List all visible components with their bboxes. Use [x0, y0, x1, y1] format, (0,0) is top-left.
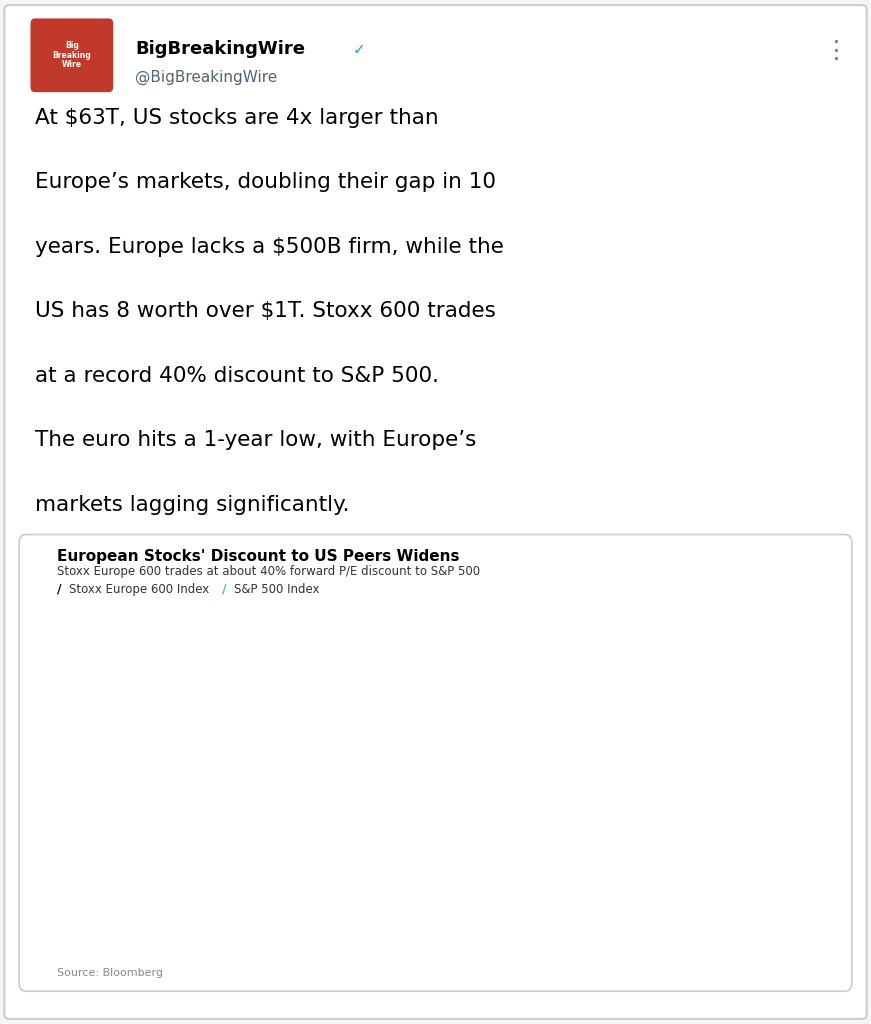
Text: at a record 40% discount to S&P 500.: at a record 40% discount to S&P 500. — [35, 366, 439, 386]
Text: At $63T, US stocks are 4x larger than: At $63T, US stocks are 4x larger than — [35, 108, 438, 128]
Text: Stoxx Europe 600 Index: Stoxx Europe 600 Index — [69, 583, 209, 596]
Text: /: / — [222, 583, 226, 596]
Text: US has 8 worth over $1T. Stoxx 600 trades: US has 8 worth over $1T. Stoxx 600 trade… — [35, 301, 496, 322]
Text: S&P 500 Index: S&P 500 Index — [234, 583, 320, 596]
Text: markets lagging significantly.: markets lagging significantly. — [35, 495, 349, 515]
Text: Europe’s markets, doubling their gap in 10: Europe’s markets, doubling their gap in … — [35, 172, 496, 193]
Text: /: / — [57, 583, 61, 596]
Text: ⋮: ⋮ — [824, 39, 848, 63]
Text: The euro hits a 1-year low, with Europe’s: The euro hits a 1-year low, with Europe’… — [35, 430, 476, 451]
Text: Europe average: Europe average — [75, 799, 158, 809]
Text: Stoxx Europe 600 trades at about 40% forward P/E discount to S&P 500: Stoxx Europe 600 trades at about 40% for… — [57, 565, 480, 579]
Text: Source: Bloomberg: Source: Bloomberg — [57, 968, 163, 978]
Text: @BigBreakingWire: @BigBreakingWire — [135, 71, 277, 85]
Text: European Stocks' Discount to US Peers Widens: European Stocks' Discount to US Peers Wi… — [57, 549, 459, 564]
Text: years. Europe lacks a $500B firm, while the: years. Europe lacks a $500B firm, while … — [35, 237, 503, 257]
Text: US average: US average — [75, 765, 135, 775]
Text: BigBreakingWire: BigBreakingWire — [135, 40, 305, 58]
Text: ✓: ✓ — [353, 42, 366, 56]
Text: Big
Breaking
Wire: Big Breaking Wire — [52, 41, 91, 70]
